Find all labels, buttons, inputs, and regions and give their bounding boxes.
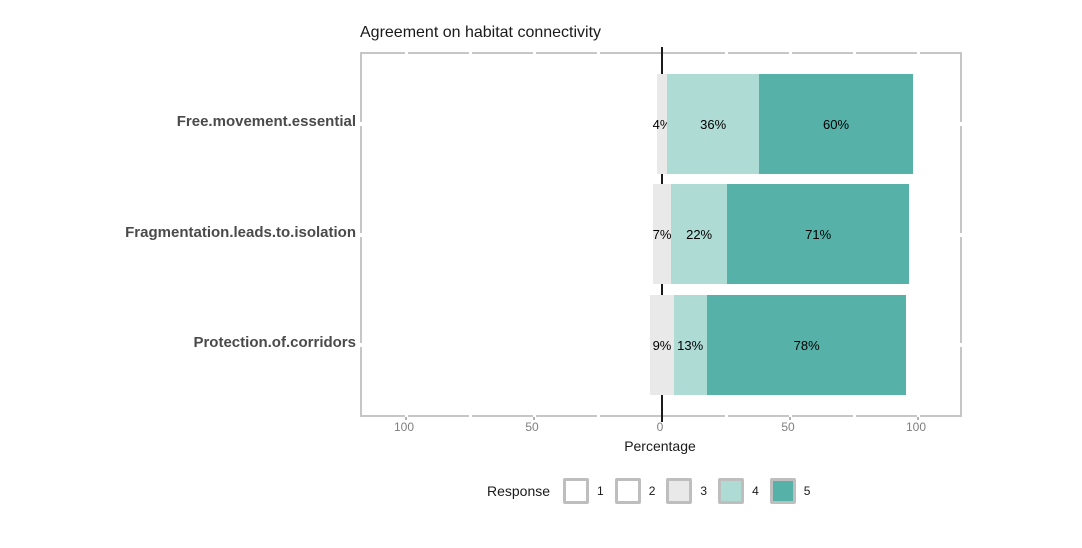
- legend-item-2: 2: [614, 478, 656, 504]
- gridline-gap: [360, 122, 362, 126]
- legend-item-5: 5: [769, 478, 811, 504]
- bar-segment-response-5: 71%: [727, 184, 910, 284]
- segment-value-label: 13%: [677, 337, 704, 353]
- plot-panel: 4% 36% 60% 7% 22% 71% 9%: [360, 47, 962, 422]
- category-label-free-movement: Free.movement.essential: [176, 113, 356, 130]
- x-axis-title: Percentage: [624, 438, 696, 454]
- segment-value-label: 9%: [652, 337, 672, 353]
- legend-swatch-1: [563, 478, 590, 504]
- x-tick-label-neg-50: 50: [525, 420, 539, 434]
- x-tick-mark: [917, 415, 919, 420]
- gridline-gap: [405, 415, 408, 417]
- legend-swatch-5: [769, 478, 796, 504]
- x-tick-label-zero: 0: [656, 420, 664, 434]
- gridline-gap: [960, 233, 962, 237]
- gridline-gap: [853, 52, 856, 54]
- segment-value-label: 60%: [823, 116, 850, 132]
- gridline-gap: [789, 52, 792, 54]
- bar-fragmentation: 7% 22% 71%: [362, 184, 960, 284]
- x-tick-label-pos-100: 100: [905, 420, 927, 434]
- legend: Response 1 2 3 4 5: [487, 476, 821, 506]
- bar-segment-response-5: 78%: [706, 295, 907, 395]
- legend-swatch-4: [718, 478, 745, 504]
- legend-title: Response: [487, 483, 551, 499]
- segment-value-label: 71%: [805, 226, 832, 242]
- segment-value-label: 7%: [652, 226, 672, 242]
- bar-segment-response-3: 4%: [653, 74, 671, 174]
- gridline-gap: [917, 415, 920, 417]
- gridline-gap: [917, 52, 920, 54]
- bar-segment-response-5: 60%: [759, 74, 913, 174]
- x-tick-mark: [789, 415, 791, 420]
- gridline-gap: [469, 52, 472, 54]
- bar-segment-response-3: 7%: [653, 184, 671, 284]
- gridline-gap: [960, 343, 962, 347]
- x-tick-label-neg-100: 100: [393, 420, 415, 434]
- category-label-fragmentation: Fragmentation.leads.to.isolation: [125, 224, 356, 241]
- gridline-gap: [853, 415, 856, 417]
- segment-value-label: 78%: [793, 337, 820, 353]
- legend-label-2: 2: [648, 484, 656, 498]
- legend-label-4: 4: [752, 484, 759, 498]
- legend-item-1: 1: [563, 478, 604, 504]
- bar-free-movement: 4% 36% 60%: [362, 74, 960, 174]
- category-label-corridors: Protection.of.corridors: [193, 334, 356, 351]
- gridline-gap: [725, 52, 728, 54]
- legend-label-3: 3: [700, 484, 708, 498]
- gridline-gap: [360, 343, 362, 347]
- x-tick-label-pos-50: 50: [781, 420, 795, 434]
- bar-segment-response-4: 13%: [673, 295, 707, 395]
- bar-corridors: 9% 13% 78%: [362, 295, 960, 395]
- gridline-gap: [789, 415, 792, 417]
- gridline-gap: [597, 52, 600, 54]
- segment-value-label: 22%: [686, 226, 713, 242]
- chart-title: Agreement on habitat connectivity: [360, 24, 602, 41]
- legend-swatch-3: [666, 478, 693, 504]
- segment-value-label: 36%: [700, 116, 727, 132]
- gridline-gap: [469, 415, 472, 417]
- gridline-gap: [597, 415, 600, 417]
- bar-segment-response-3: 9%: [650, 295, 674, 395]
- segment-value-label: 4%: [652, 116, 672, 132]
- x-tick-mark: [405, 415, 407, 420]
- bar-segment-response-4: 22%: [670, 184, 728, 284]
- gridline-gap: [725, 415, 728, 417]
- legend-label-5: 5: [803, 484, 811, 498]
- legend-swatch-2: [614, 478, 641, 504]
- gridline-gap: [960, 122, 962, 126]
- gridline-gap: [533, 415, 536, 417]
- legend-item-4: 4: [718, 478, 759, 504]
- x-tick-mark: [533, 415, 535, 420]
- legend-label-1: 1: [597, 484, 604, 498]
- gridline-gap: [405, 52, 408, 54]
- gridline-gap: [360, 233, 362, 237]
- legend-item-3: 3: [666, 478, 707, 504]
- bar-segment-response-4: 36%: [667, 74, 760, 174]
- gridline-gap: [533, 52, 536, 54]
